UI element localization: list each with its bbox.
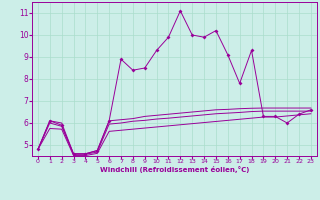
X-axis label: Windchill (Refroidissement éolien,°C): Windchill (Refroidissement éolien,°C)	[100, 166, 249, 173]
